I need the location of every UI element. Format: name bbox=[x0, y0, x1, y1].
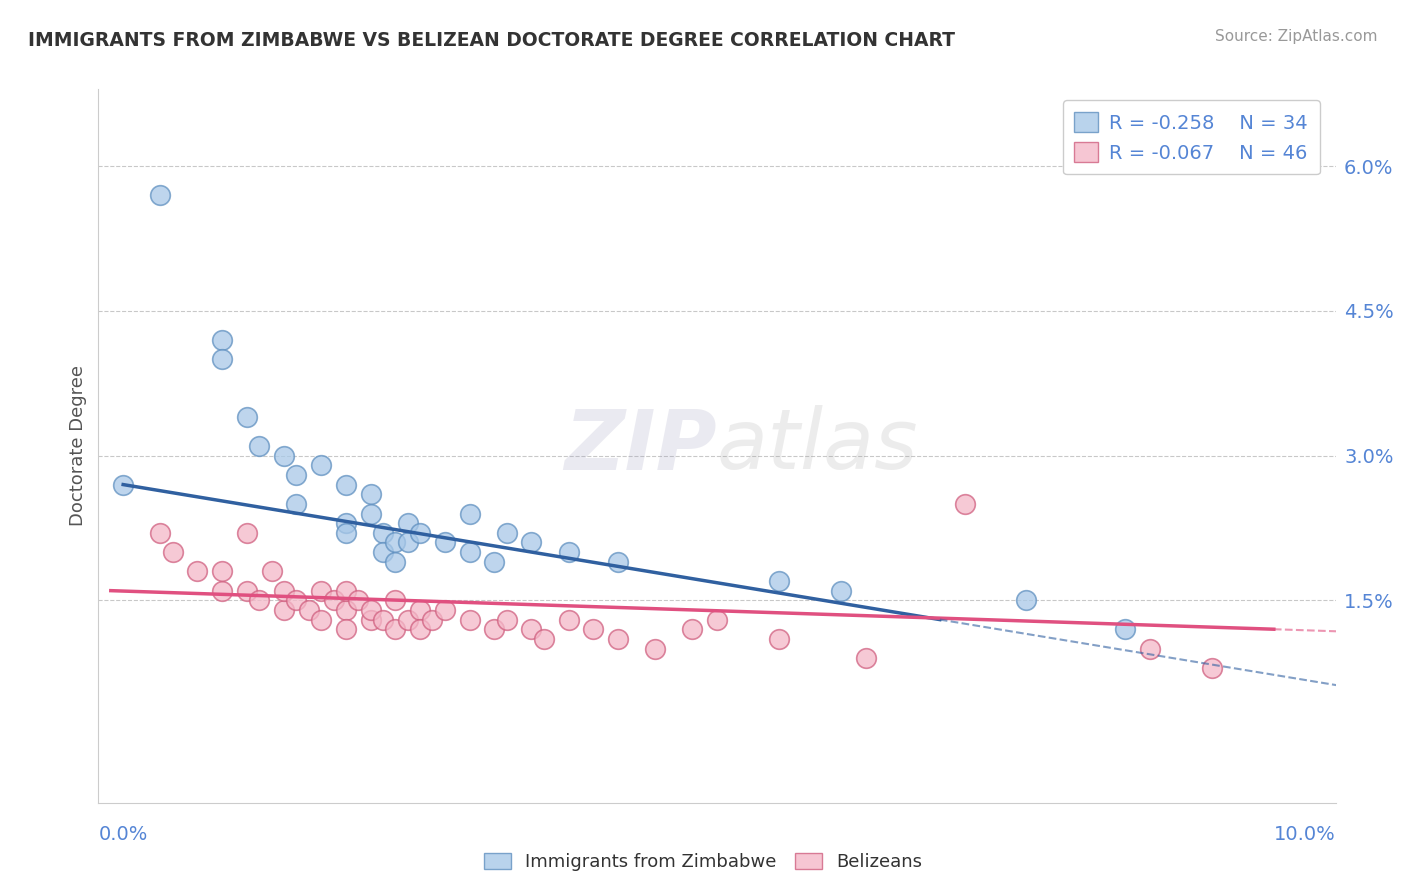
Legend: R = -0.258    N = 34, R = -0.067    N = 46: R = -0.258 N = 34, R = -0.067 N = 46 bbox=[1063, 100, 1320, 175]
Point bbox=[260, 565, 283, 579]
Point bbox=[495, 525, 517, 540]
Point bbox=[396, 535, 419, 549]
Point bbox=[458, 545, 481, 559]
Text: ZIP: ZIP bbox=[564, 406, 717, 486]
Point bbox=[247, 439, 270, 453]
Point bbox=[236, 583, 259, 598]
Point bbox=[582, 622, 605, 636]
Point bbox=[484, 555, 506, 569]
Point bbox=[484, 622, 506, 636]
Point bbox=[285, 467, 308, 482]
Point bbox=[298, 603, 321, 617]
Point bbox=[360, 603, 382, 617]
Text: atlas: atlas bbox=[717, 406, 918, 486]
Point bbox=[644, 641, 666, 656]
Point bbox=[211, 333, 233, 347]
Point bbox=[273, 603, 295, 617]
Point bbox=[409, 525, 432, 540]
Point bbox=[706, 613, 728, 627]
Point bbox=[396, 613, 419, 627]
Point bbox=[186, 565, 208, 579]
Point bbox=[557, 613, 579, 627]
Text: 10.0%: 10.0% bbox=[1274, 824, 1336, 844]
Point bbox=[211, 352, 233, 367]
Point bbox=[247, 593, 270, 607]
Point bbox=[384, 535, 406, 549]
Point bbox=[322, 593, 344, 607]
Point bbox=[855, 651, 877, 665]
Point bbox=[607, 555, 630, 569]
Point bbox=[1201, 661, 1223, 675]
Point bbox=[433, 603, 456, 617]
Legend: Immigrants from Zimbabwe, Belizeans: Immigrants from Zimbabwe, Belizeans bbox=[477, 846, 929, 879]
Point bbox=[371, 525, 394, 540]
Point bbox=[409, 603, 432, 617]
Point bbox=[335, 525, 357, 540]
Point bbox=[458, 613, 481, 627]
Point bbox=[495, 613, 517, 627]
Point bbox=[347, 593, 370, 607]
Text: Source: ZipAtlas.com: Source: ZipAtlas.com bbox=[1215, 29, 1378, 44]
Point bbox=[409, 622, 432, 636]
Point bbox=[371, 613, 394, 627]
Point bbox=[335, 583, 357, 598]
Y-axis label: Doctorate Degree: Doctorate Degree bbox=[69, 366, 87, 526]
Point bbox=[335, 477, 357, 491]
Point bbox=[520, 535, 543, 549]
Point bbox=[533, 632, 555, 646]
Text: IMMIGRANTS FROM ZIMBABWE VS BELIZEAN DOCTORATE DEGREE CORRELATION CHART: IMMIGRANTS FROM ZIMBABWE VS BELIZEAN DOC… bbox=[28, 31, 955, 50]
Point bbox=[520, 622, 543, 636]
Point bbox=[768, 632, 790, 646]
Point bbox=[211, 583, 233, 598]
Point bbox=[433, 535, 456, 549]
Point bbox=[953, 497, 976, 511]
Point bbox=[360, 613, 382, 627]
Point bbox=[211, 565, 233, 579]
Point bbox=[285, 497, 308, 511]
Point bbox=[285, 593, 308, 607]
Point bbox=[384, 555, 406, 569]
Text: 0.0%: 0.0% bbox=[98, 824, 148, 844]
Point bbox=[273, 449, 295, 463]
Point bbox=[607, 632, 630, 646]
Point bbox=[1139, 641, 1161, 656]
Point bbox=[149, 188, 172, 202]
Point bbox=[371, 545, 394, 559]
Point bbox=[1015, 593, 1038, 607]
Point bbox=[335, 603, 357, 617]
Point bbox=[422, 613, 444, 627]
Point bbox=[768, 574, 790, 588]
Point bbox=[309, 458, 332, 473]
Point bbox=[360, 487, 382, 501]
Point bbox=[396, 516, 419, 530]
Point bbox=[236, 410, 259, 425]
Point bbox=[112, 477, 135, 491]
Point bbox=[273, 583, 295, 598]
Point bbox=[384, 593, 406, 607]
Point bbox=[309, 583, 332, 598]
Point bbox=[335, 516, 357, 530]
Point bbox=[1114, 622, 1136, 636]
Point bbox=[830, 583, 852, 598]
Point bbox=[681, 622, 703, 636]
Point bbox=[458, 507, 481, 521]
Point bbox=[309, 613, 332, 627]
Point bbox=[149, 525, 172, 540]
Point bbox=[557, 545, 579, 559]
Point bbox=[360, 507, 382, 521]
Point bbox=[162, 545, 184, 559]
Point bbox=[384, 622, 406, 636]
Point bbox=[236, 525, 259, 540]
Point bbox=[335, 622, 357, 636]
